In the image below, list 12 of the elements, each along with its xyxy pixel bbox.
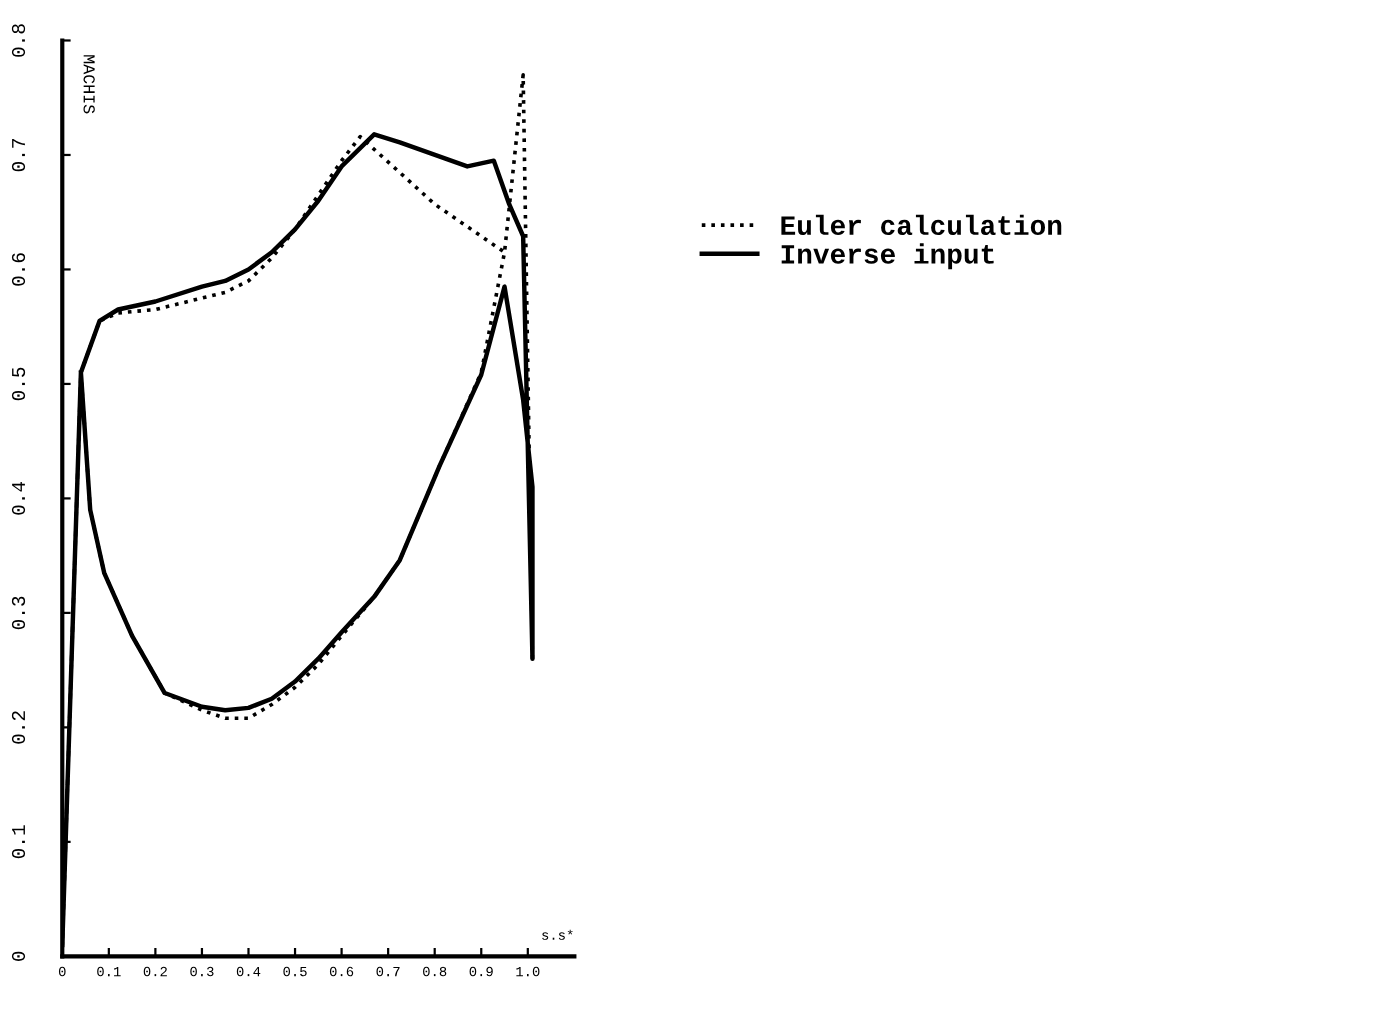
y-tick-label: 0.4	[11, 481, 26, 515]
y-tick-label: 0	[11, 951, 26, 961]
y-tick-label: 0.1	[11, 825, 26, 859]
y-tick-label: 0.7	[11, 138, 26, 172]
legend-label: Inverse input	[781, 243, 994, 270]
y-tick-label: 0.8	[11, 24, 26, 57]
y-axis-title: MACHIS	[83, 55, 95, 114]
y-tick-label: 0.5	[11, 367, 26, 401]
y-tick-label: 0.6	[11, 253, 26, 286]
legend-label: Euler calculation	[781, 214, 1062, 236]
y-tick-label: 0.2	[11, 711, 26, 744]
y-tick-label: 0.3	[11, 596, 26, 630]
